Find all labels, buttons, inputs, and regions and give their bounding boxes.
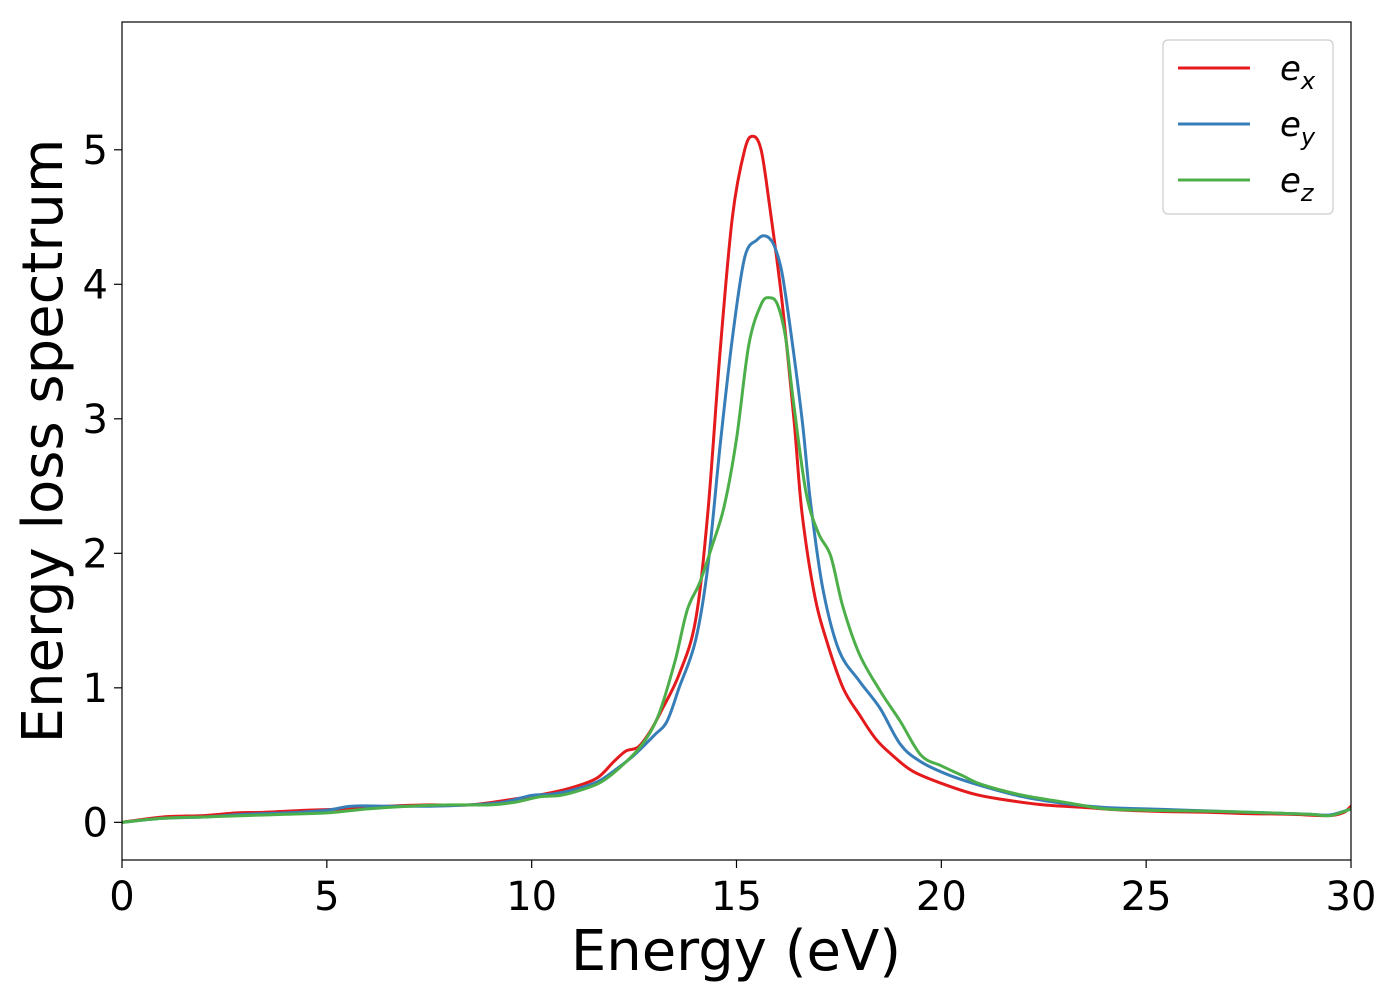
x-tick-label: 15	[711, 874, 762, 920]
x-axis: 0 5 10 15 20 25 30	[109, 860, 1376, 920]
x-axis-title: Energy (eV)	[571, 919, 901, 984]
y-tick-label: 2	[83, 531, 108, 577]
x-tick-label: 20	[916, 874, 967, 920]
legend: ex ey ez	[1162, 39, 1334, 215]
y-tick-label: 0	[83, 800, 108, 846]
x-tick-label: 5	[314, 874, 339, 920]
x-tick-label: 10	[506, 874, 557, 920]
x-tick-label: 25	[1121, 874, 1172, 920]
x-tick-label: 30	[1326, 874, 1377, 920]
y-tick-label: 3	[83, 397, 108, 443]
legend-label-z: ez	[1280, 161, 1315, 207]
y-tick-label: 5	[83, 128, 108, 174]
y-axis-title: Energy loss spectrum	[11, 139, 76, 744]
legend-label-x: ex	[1280, 49, 1316, 95]
y-tick-label: 1	[83, 666, 108, 712]
y-tick-label: 4	[83, 262, 108, 308]
x-tick-label: 0	[109, 874, 134, 920]
y-axis: 0 1 2 3 4 5	[83, 128, 122, 846]
series-layer	[122, 134, 1351, 824]
legend-box	[1162, 39, 1334, 215]
legend-label-y: ey	[1280, 105, 1316, 151]
series-line-z	[122, 296, 1351, 824]
